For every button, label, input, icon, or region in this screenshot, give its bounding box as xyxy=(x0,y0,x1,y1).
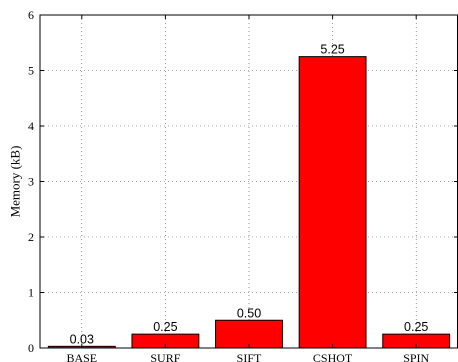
y-tick-labels: 0 1 2 3 4 5 6 xyxy=(28,8,34,355)
bar-cshot xyxy=(298,56,367,349)
grid-lines xyxy=(40,15,458,348)
x-tick-label: SIFT xyxy=(237,351,262,362)
x-tick-label: SURF xyxy=(150,351,180,362)
x-tick-label: SPIN xyxy=(403,351,429,362)
bars xyxy=(47,56,451,349)
data-label-surf: 0.25 xyxy=(153,320,177,334)
axis-ticks xyxy=(40,14,458,349)
y-tick-label: 4 xyxy=(28,119,34,133)
x-tick-labels: BASE SURF SIFT CSHOT SPIN xyxy=(66,351,429,362)
x-tick-label: BASE xyxy=(66,351,97,362)
data-label-base: 0.03 xyxy=(70,332,94,346)
data-label-spin: 0.25 xyxy=(404,320,428,334)
y-tick-label: 3 xyxy=(28,175,34,189)
y-tick-label: 1 xyxy=(28,286,34,300)
data-labels: 0.03 0.25 0.50 5.25 0.25 xyxy=(70,43,429,347)
y-axis-label: Memory (kB) xyxy=(8,146,23,218)
y-tick-label: 0 xyxy=(28,341,34,355)
y-tick-label: 5 xyxy=(28,64,34,78)
data-label-cshot: 5.25 xyxy=(320,43,344,57)
x-tick-label: CSHOT xyxy=(313,351,353,362)
bar-sift xyxy=(215,319,283,349)
y-tick-label: 2 xyxy=(28,230,34,244)
y-tick-label: 6 xyxy=(28,8,34,22)
data-label-sift: 0.50 xyxy=(237,306,261,320)
